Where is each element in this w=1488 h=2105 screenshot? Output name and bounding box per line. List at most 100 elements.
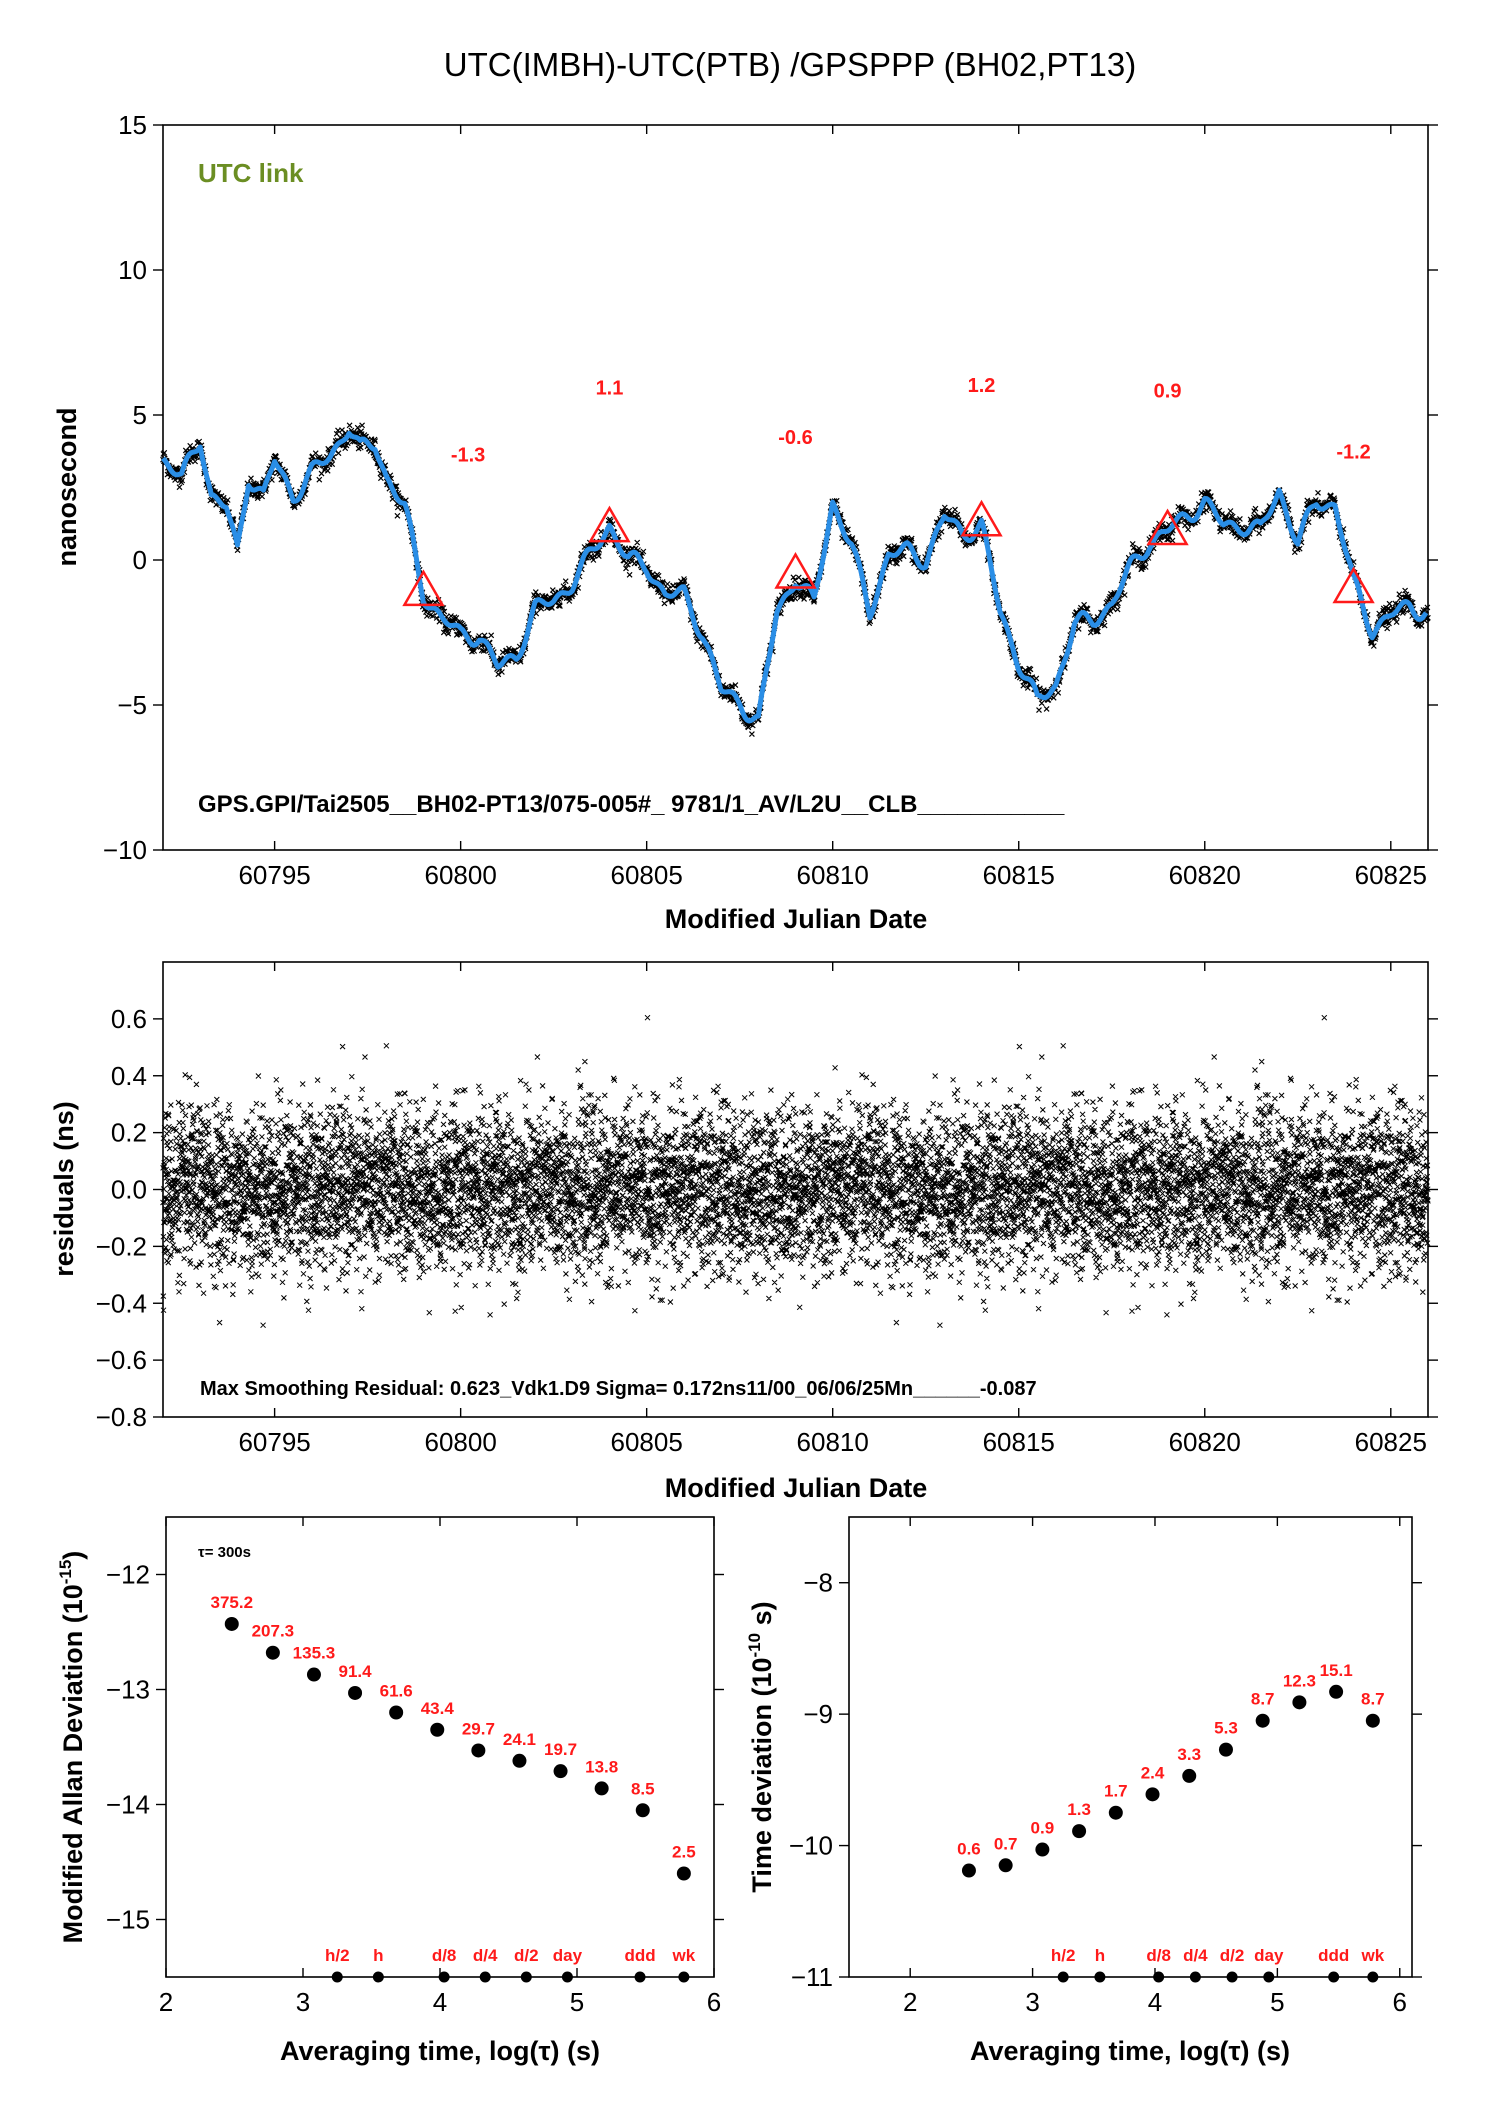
mdev-x-tick-label: 4 bbox=[433, 1987, 447, 2017]
tdev-x-axis-label: Averaging time, log(τ) (s) bbox=[970, 2036, 1290, 2066]
tdev-point bbox=[1108, 1805, 1123, 1820]
mdev-point bbox=[348, 1685, 363, 1700]
tdev-point-label: 0.7 bbox=[994, 1834, 1018, 1853]
timeseries-plot-frame bbox=[162, 124, 1429, 851]
tdev-x-tick-label: 4 bbox=[1148, 1987, 1162, 2017]
mdev-interval-dot bbox=[520, 1971, 532, 1983]
mdev-interval-dot bbox=[438, 1971, 450, 1983]
mdev-y-axis-label: Modified Allan Deviation (10-15) bbox=[56, 1551, 88, 1944]
marker-label: 1.2 bbox=[968, 375, 996, 397]
tdev-y-axis-label-main: Time deviation (10 bbox=[747, 1658, 777, 1893]
mdev-point bbox=[389, 1705, 404, 1720]
mdev-x-tick-label: 2 bbox=[159, 1987, 173, 2017]
marker-label: -0.6 bbox=[778, 427, 812, 449]
timeseries-panel: UTC link -1.3 1.1 -0.6 1.2 0.9 -1.2 60795 6080… bbox=[52, 110, 1438, 934]
utc-link-label: UTC link bbox=[198, 158, 304, 188]
residuals-y-tick-label: 0.4 bbox=[111, 1061, 147, 1091]
timeseries-y-tick-label: 0 bbox=[133, 545, 147, 575]
mdev-interval-label: d/8 bbox=[432, 1946, 457, 1965]
mdev-interval-label: day bbox=[553, 1946, 583, 1965]
timeseries-x-tick-label: 60800 bbox=[424, 860, 496, 890]
tdev-point bbox=[998, 1858, 1013, 1873]
tdev-y-tick-label: −11 bbox=[791, 1962, 833, 1992]
mdev-interval-dot bbox=[479, 1971, 491, 1983]
tdev-point-label: 0.9 bbox=[1031, 1819, 1055, 1838]
timeseries-x-tick-label: 60825 bbox=[1355, 860, 1427, 890]
marker-triangle bbox=[774, 551, 817, 589]
mdev-point-label: 375.2 bbox=[210, 1593, 253, 1612]
residuals-y-tick-label: −0.6 bbox=[96, 1345, 147, 1375]
mdev-point bbox=[553, 1764, 568, 1779]
tdev-point-label: 12.3 bbox=[1283, 1671, 1316, 1690]
tdev-point bbox=[1218, 1742, 1233, 1757]
marker-label: -1.3 bbox=[451, 444, 485, 466]
figure-title: UTC(IMBH)-UTC(PTB) /GPSPPP (BH02,PT13) bbox=[444, 46, 1136, 83]
tdev-point-label: 5.3 bbox=[1214, 1719, 1238, 1738]
timeseries-x-tick-label: 60820 bbox=[1169, 860, 1241, 890]
mdev-interval-dot bbox=[561, 1971, 573, 1983]
tdev-point bbox=[1365, 1713, 1380, 1728]
tdev-x-tick-label: 5 bbox=[1270, 1987, 1284, 2017]
mdev-x-axis-label: Averaging time, log(τ) (s) bbox=[280, 2036, 600, 2066]
tdev-interval-label: h/2 bbox=[1051, 1946, 1076, 1965]
tdev-point bbox=[1182, 1768, 1197, 1783]
timeseries-raw-points bbox=[160, 422, 1431, 738]
marker-triangle bbox=[960, 499, 1003, 537]
timeseries-x-tick-label: 60810 bbox=[797, 860, 869, 890]
tdev-y-axis-label-tail: s) bbox=[747, 1601, 777, 1633]
mdev-y-axis-label-exp: -15 bbox=[56, 1560, 75, 1585]
mdev-y-tick-label: −15 bbox=[106, 1905, 150, 1935]
residuals-panel: 60795 60800 60805 60810 60815 60820 60825 −0.8 −… bbox=[49, 961, 1438, 1503]
residuals-footer: Max Smoothing Residual: 0.623_Vdk1.D9 Si… bbox=[200, 1378, 1037, 1400]
timeseries-footer: GPS.GPI/Tai2505__BH02-PT13/075-005#_ 978… bbox=[198, 791, 1065, 818]
tdev-point bbox=[1255, 1713, 1270, 1728]
tdev-plot-frame bbox=[848, 1516, 1413, 1978]
tdev-interval-label: d/8 bbox=[1146, 1946, 1171, 1965]
residuals-x-axis-label: Modified Julian Date bbox=[665, 1473, 928, 1503]
mdev-axes: 2 3 4 5 6 −15 −14 −13 −12 bbox=[106, 1517, 724, 2017]
mdev-y-tick-label: −13 bbox=[106, 1675, 150, 1705]
tdev-point bbox=[1145, 1787, 1160, 1802]
timeseries-y-axis-label: nanosecond bbox=[52, 407, 82, 566]
timeseries-markers: -1.3 1.1 -0.6 1.2 0.9 -1.2 bbox=[402, 375, 1375, 607]
mdev-x-tick-label: 5 bbox=[570, 1987, 584, 2017]
timeseries-x-tick-label: 60815 bbox=[983, 860, 1055, 890]
tdev-x-tick-label: 6 bbox=[1393, 1987, 1407, 2017]
tdev-interval-dot bbox=[1226, 1971, 1238, 1983]
timeseries-y-tick-label: 5 bbox=[133, 400, 147, 430]
residuals-y-tick-label: 0.2 bbox=[111, 1118, 147, 1148]
timeseries-axes: 60795 60800 60805 60810 60815 60820 60825 −10 −5… bbox=[103, 110, 1438, 890]
tdev-interval-label: wk bbox=[1360, 1946, 1384, 1965]
tdev-y-tick-label: −9 bbox=[803, 1699, 833, 1729]
mdev-interval-label: wk bbox=[672, 1946, 696, 1965]
tdev-interval-dot bbox=[1189, 1971, 1201, 1983]
marker-label: -1.2 bbox=[1336, 442, 1370, 464]
mdev-y-axis-label-tail: ) bbox=[58, 1551, 88, 1560]
marker-triangle bbox=[402, 569, 445, 607]
mdev-interval-label: h bbox=[373, 1946, 383, 1965]
tdev-interval-dot bbox=[1367, 1971, 1379, 1983]
residuals-x-tick-label: 60815 bbox=[983, 1427, 1055, 1457]
mdev-point-label: 19.7 bbox=[544, 1740, 577, 1759]
mdev-x-tick-label: 3 bbox=[296, 1987, 310, 2017]
tau-note: τ= 300s bbox=[198, 1544, 251, 1561]
mdev-x-tick-label: 6 bbox=[707, 1987, 721, 2017]
tdev-point-label: 3.3 bbox=[1177, 1745, 1201, 1764]
tdev-point bbox=[1329, 1684, 1344, 1699]
residuals-axes: 60795 60800 60805 60810 60815 60820 60825 −0.8 −… bbox=[96, 962, 1438, 1457]
mdev-point-label: 29.7 bbox=[462, 1719, 495, 1738]
tdev-panel: 0.6 0.7 0.9 1.3 1.7 2.4 3.3 5.3 8.7 12.315.1 8.7 h/… bbox=[745, 1516, 1422, 2066]
tdev-point-label: 15.1 bbox=[1320, 1661, 1353, 1680]
mdev-y-axis-label-main: Modified Allan Deviation (10 bbox=[58, 1584, 88, 1943]
mdev-interval-dot bbox=[678, 1971, 690, 1983]
mdev-point-label: 8.5 bbox=[631, 1779, 655, 1798]
mdev-y-tick-label: −14 bbox=[106, 1790, 150, 1820]
tdev-point-label: 2.4 bbox=[1141, 1763, 1165, 1782]
mdev-plot-frame bbox=[165, 1516, 715, 1978]
timeseries-y-tick-label: −5 bbox=[117, 690, 147, 720]
mdev-point-label: 2.5 bbox=[672, 1843, 696, 1862]
residuals-y-tick-label: −0.8 bbox=[96, 1402, 147, 1432]
residuals-y-axis-label: residuals (ns) bbox=[49, 1101, 79, 1277]
marker-triangle bbox=[588, 505, 631, 543]
tdev-interval-dot bbox=[1153, 1971, 1165, 1983]
